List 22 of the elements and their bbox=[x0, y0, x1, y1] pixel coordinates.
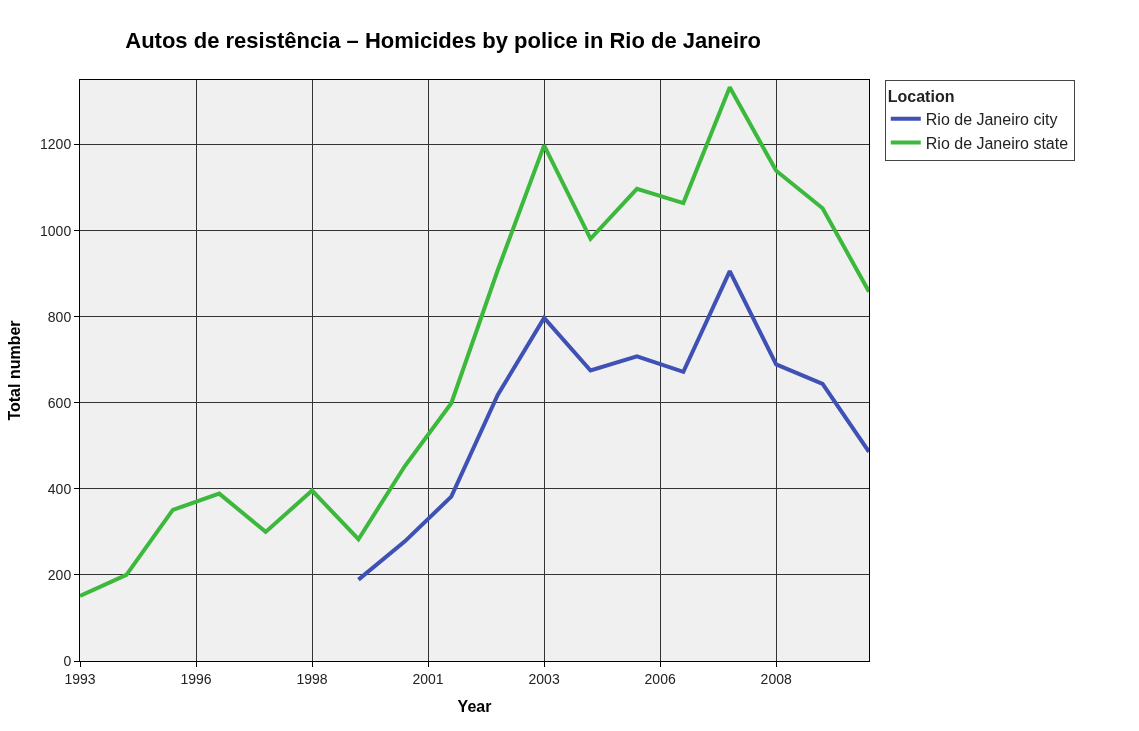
x-tick-label: 2001 bbox=[412, 670, 444, 687]
x-tick-label: 2008 bbox=[760, 670, 792, 687]
legend-label: Rio de Janeiro city bbox=[925, 110, 1058, 128]
y-tick-label: 1200 bbox=[40, 136, 72, 153]
x-tick-label: 1996 bbox=[180, 670, 212, 687]
x-tick-label: 1998 bbox=[296, 670, 328, 687]
x-axis-title: Year bbox=[457, 698, 492, 716]
y-axis-title: Total number bbox=[5, 320, 23, 421]
y-tick-label: 800 bbox=[47, 308, 72, 325]
x-tick-label: 1993 bbox=[64, 670, 96, 687]
x-tick-label: 2006 bbox=[644, 670, 676, 687]
y-tick-label: 1000 bbox=[40, 222, 72, 239]
legend-title: Location bbox=[887, 87, 955, 105]
chart-title: Autos de resistência – Homicides by police in Rio de Janeiro bbox=[125, 28, 762, 54]
line-series bbox=[356, 269, 869, 582]
y-tick-label: 600 bbox=[47, 394, 72, 411]
legend-label: Rio de Janeiro state bbox=[925, 134, 1069, 152]
y-tick-label: 0 bbox=[63, 652, 72, 669]
y-tick-label: 200 bbox=[47, 566, 72, 583]
x-tick-label: 2003 bbox=[528, 670, 560, 687]
y-tick-label: 400 bbox=[47, 480, 72, 497]
line-series bbox=[80, 85, 869, 599]
